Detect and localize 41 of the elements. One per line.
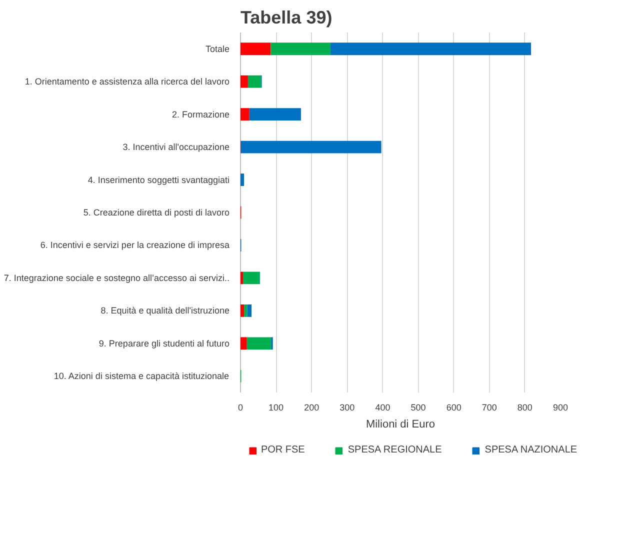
legend-label: POR FSE [260,444,305,456]
y-tick-label: 2. Formazione [172,109,230,120]
bar [249,108,301,121]
y-tick-label: Totale [205,44,230,54]
y-tick-label: 10. Azioni di sistema e capacità istituzionale [54,371,230,382]
bar [270,42,330,56]
x-axis-title: Milioni di Euro [366,418,436,430]
x-tick-label: 100 [268,402,284,412]
bar [240,42,271,56]
x-tick-label: 0 [238,402,244,412]
bar [246,337,272,350]
x-tick-label: 300 [340,402,355,412]
y-tick-label: 4. Inserimento soggetti svantaggiati [88,174,230,185]
x-tick-label: 900 [552,402,568,412]
y-tick-label: 9. Preparare gli studenti al futuro [98,338,230,348]
y-tick-label: 8. Equità e qualità dell'istruzione [100,306,230,316]
bar [240,108,250,121]
y-tick-label: 3. Incentivi all'occupazione [122,142,230,152]
bar [240,174,244,186]
y-tick-label: 5. Creazione diretta di posti di lavoro [83,208,230,218]
legend-label: SPESA REGIONALE [348,444,442,456]
x-tick-label: 800 [517,402,532,412]
bar [248,75,262,88]
legend-label: SPESA NAZIONALE [484,444,578,456]
y-tick-label: 1. Orientamento e assistenza alla ricerca del lavoro [24,76,230,87]
bar [244,304,248,317]
bar [240,140,382,154]
bar [330,42,531,56]
chart-title: Tabella 39) [240,8,332,28]
bar [247,304,252,317]
x-tick-label: 500 [410,402,426,412]
bar [240,304,244,317]
bar [240,75,248,88]
x-tick-label: 700 [482,402,497,412]
y-tick-label: 6. Incentivi e servizi per la creazione di impresa [40,240,230,250]
bar [240,337,247,350]
x-tick-label: 200 [304,402,320,412]
bar [242,272,260,284]
x-tick-label: 600 [446,402,462,412]
y-tick-label: 7. Integrazione sociale e sostegno all’accesso ai servizi.. [4,272,230,283]
x-tick-label: 400 [375,402,390,412]
